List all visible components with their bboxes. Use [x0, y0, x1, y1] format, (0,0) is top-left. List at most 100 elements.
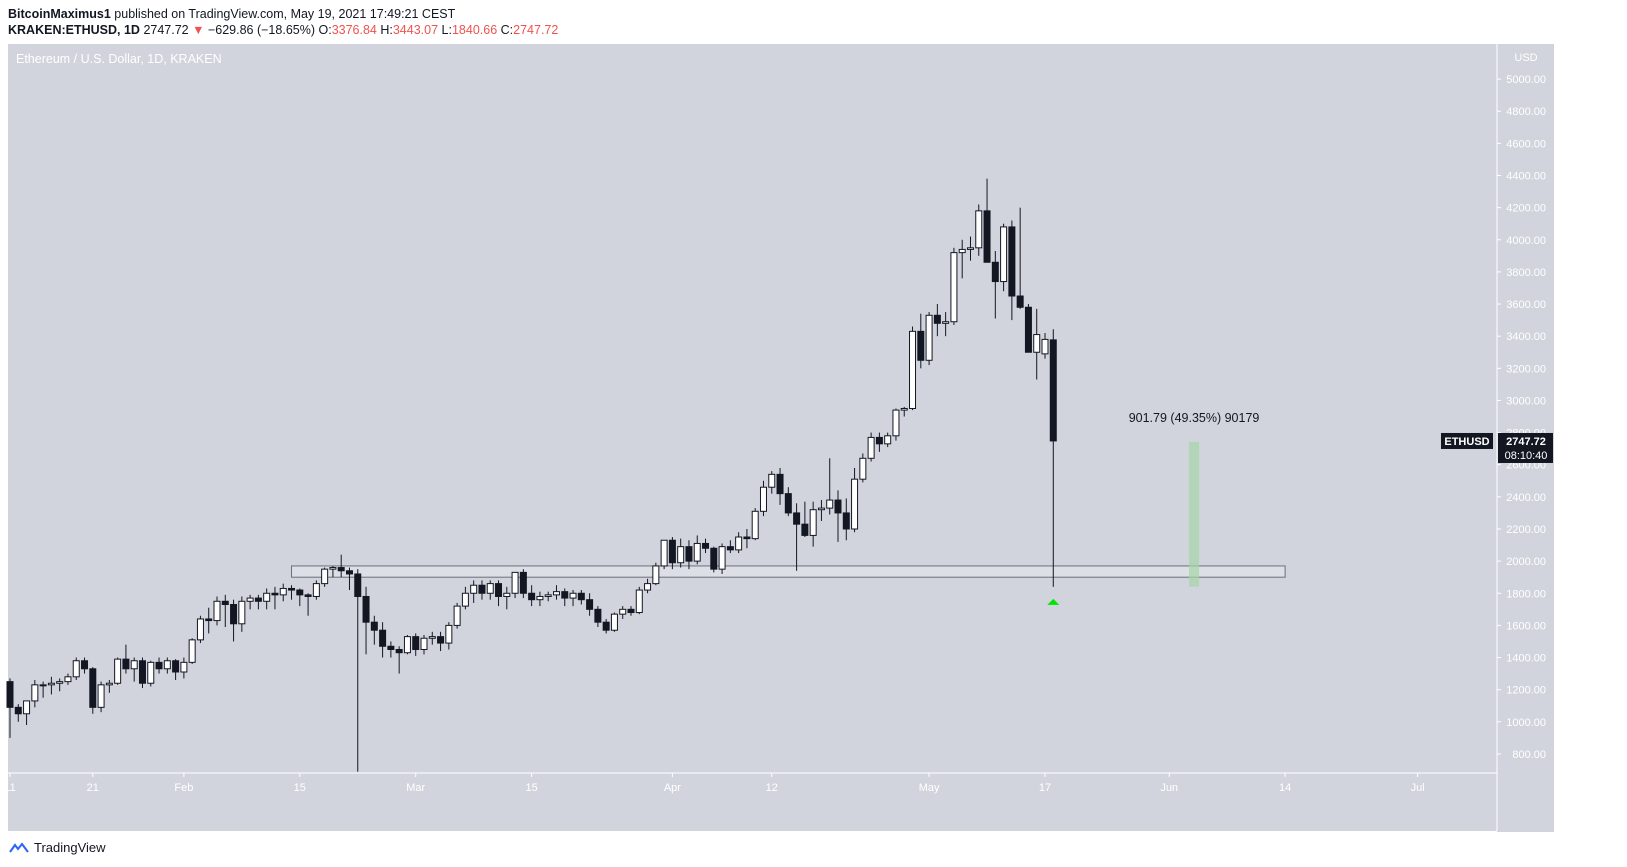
- candle: [337, 554, 345, 578]
- x-tick-label: May: [919, 782, 940, 794]
- candle: [6, 678, 14, 738]
- candle: [503, 586, 511, 610]
- candle: [619, 606, 627, 619]
- candle: [942, 312, 950, 337]
- candle: [842, 498, 850, 541]
- candle: [238, 596, 246, 632]
- candle: [97, 681, 105, 713]
- candle: [586, 593, 594, 616]
- x-tick-label: Feb: [174, 782, 193, 794]
- close-label: C:: [500, 23, 514, 37]
- x-tick-label: Jun: [1160, 782, 1178, 794]
- candle-up: [859, 457, 867, 480]
- plot-area[interactable]: [8, 44, 1554, 831]
- candle: [1049, 329, 1057, 587]
- candle-up: [403, 636, 411, 654]
- candle-up: [64, 676, 72, 683]
- candle: [759, 480, 767, 517]
- candle: [793, 503, 801, 571]
- candle-up: [105, 682, 113, 686]
- candle: [271, 586, 279, 610]
- candle-up: [536, 595, 544, 601]
- x-tick-label: Apr: [664, 782, 681, 794]
- candle-up: [238, 600, 246, 625]
- candle: [155, 657, 163, 674]
- candle: [826, 458, 834, 515]
- candles-layer: [6, 178, 1057, 772]
- x-tick-label: 21: [87, 782, 99, 794]
- candle-down: [834, 499, 842, 514]
- candle-up: [635, 589, 643, 614]
- last-price-value: 2747.72: [1506, 436, 1546, 448]
- candle-down: [842, 512, 850, 530]
- y-tick-label: 1600.00: [1506, 620, 1546, 632]
- candle-down: [577, 592, 585, 601]
- symbol-label: KRAKEN:ETHUSD, 1D: [8, 23, 140, 37]
- candle: [627, 606, 635, 616]
- candle-down: [685, 546, 693, 562]
- footer-brand[interactable]: TradingView: [34, 840, 106, 855]
- candle: [677, 538, 685, 568]
- candle-down: [784, 493, 792, 514]
- candle-down: [743, 536, 751, 540]
- candle-up: [958, 248, 966, 254]
- candle: [610, 612, 618, 632]
- y-tick-label: 5000.00: [1506, 74, 1546, 86]
- candle: [486, 580, 494, 600]
- candle-down: [437, 636, 445, 644]
- candle: [453, 602, 461, 629]
- candle: [230, 599, 238, 642]
- candle: [403, 635, 411, 655]
- candle: [196, 615, 204, 644]
- candle: [263, 588, 271, 610]
- footer: TradingView: [8, 840, 106, 855]
- x-tick-label: 11: [4, 782, 15, 794]
- candle-up: [486, 583, 494, 594]
- candle-down: [271, 592, 279, 596]
- candle-down: [345, 570, 353, 575]
- candle-down: [519, 571, 527, 594]
- candle-down: [296, 589, 304, 596]
- candle: [395, 646, 403, 674]
- candle-up: [56, 681, 64, 684]
- candle: [668, 537, 676, 570]
- candle: [31, 680, 39, 708]
- candle-up: [884, 435, 892, 445]
- candle: [254, 594, 262, 610]
- candle-up: [619, 608, 627, 615]
- candle: [89, 667, 97, 714]
- candle: [1000, 223, 1008, 292]
- candle-up: [610, 613, 618, 631]
- publish-text: published on TradingView.com, May 19, 20…: [114, 7, 456, 21]
- candle-up: [817, 507, 825, 511]
- candle: [72, 657, 80, 681]
- candle: [536, 591, 544, 607]
- support-zone-layer: [291, 565, 1286, 578]
- tradingview-logo-icon: [9, 841, 29, 853]
- candle: [917, 313, 925, 369]
- candle: [470, 580, 478, 603]
- close-value: 2747.72: [513, 23, 559, 37]
- candle: [1008, 220, 1016, 321]
- candle: [817, 500, 825, 521]
- x-tick-label: 12: [766, 782, 778, 794]
- candle-up: [677, 546, 685, 564]
- candle-up: [909, 330, 917, 409]
- candle-up: [569, 592, 577, 599]
- y-tick-label: 3800.00: [1506, 267, 1546, 279]
- candle-up: [975, 210, 983, 249]
- open-value: 3376.84: [331, 23, 377, 37]
- candle-up: [544, 594, 552, 597]
- y-tick-label: 1200.00: [1506, 685, 1546, 697]
- measure-label: 901.79 (49.35%) 90179: [1129, 411, 1260, 425]
- candle-down: [726, 546, 734, 551]
- candle: [933, 304, 941, 337]
- candle-up: [735, 536, 743, 551]
- symbol-tag-label: ETHUSD: [1444, 436, 1489, 448]
- candle-down: [1049, 339, 1057, 442]
- y-tick-label: 2200.00: [1506, 524, 1546, 536]
- candle-down: [776, 473, 784, 495]
- author-name[interactable]: BitcoinMaximus1: [8, 7, 111, 21]
- candle-up: [768, 473, 776, 488]
